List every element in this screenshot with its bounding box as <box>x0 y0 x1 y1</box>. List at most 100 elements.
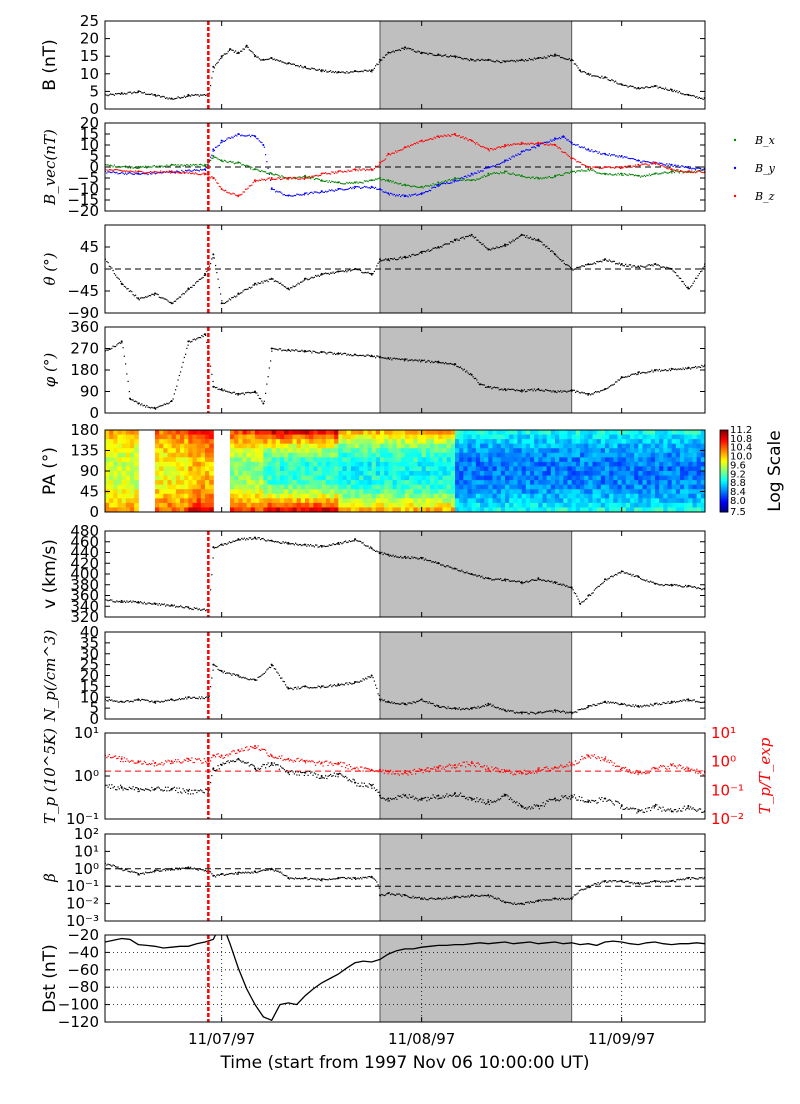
pa-cell <box>368 435 373 440</box>
data-point <box>421 360 422 361</box>
data-point <box>546 57 547 58</box>
data-point <box>478 179 479 180</box>
data-point <box>556 138 557 139</box>
pa-cell <box>368 494 373 499</box>
data-point <box>134 167 135 168</box>
data-point <box>326 173 327 174</box>
data-point <box>281 350 282 351</box>
data-point <box>130 92 131 93</box>
pa-cell <box>155 448 160 453</box>
data-point <box>138 92 139 93</box>
data-point <box>523 390 524 391</box>
data-point <box>381 189 382 190</box>
data-point <box>481 146 482 147</box>
pa-cell <box>234 503 239 508</box>
data-point <box>415 359 416 360</box>
data-point <box>226 192 227 193</box>
data-point <box>569 58 570 59</box>
data-point <box>341 183 342 184</box>
pa-cell <box>309 489 314 494</box>
data-point <box>454 181 455 182</box>
pa-cell <box>105 503 110 508</box>
data-point <box>263 403 264 404</box>
data-point <box>568 265 569 266</box>
pa-cell <box>384 457 389 462</box>
data-point <box>303 280 304 281</box>
data-point <box>640 165 641 166</box>
y-tick-label: 25 <box>80 12 99 30</box>
pa-cell <box>209 494 214 499</box>
data-point <box>479 384 480 385</box>
data-point <box>450 136 451 137</box>
data-point <box>296 65 297 66</box>
pa-cell <box>209 444 214 449</box>
pa-cell <box>326 471 331 476</box>
data-point <box>676 166 677 167</box>
data-point <box>349 269 350 270</box>
data-point <box>276 349 277 350</box>
data-point <box>368 354 369 355</box>
data-point <box>525 177 526 178</box>
pa-cell <box>513 430 518 435</box>
data-point <box>463 59 464 60</box>
data-point <box>271 179 272 180</box>
pa-cell <box>376 476 381 481</box>
data-point <box>241 134 242 135</box>
pa-cell <box>176 476 181 481</box>
data-point <box>216 157 217 158</box>
pa-cell <box>118 439 123 444</box>
pa-cell <box>255 494 260 499</box>
data-point <box>298 177 299 178</box>
pa-cell <box>305 430 310 435</box>
data-point <box>353 71 354 72</box>
data-point <box>680 170 681 171</box>
data-point <box>426 140 427 141</box>
data-point <box>174 301 175 302</box>
pa-cell <box>380 480 385 485</box>
pa-cell <box>343 480 348 485</box>
data-point <box>229 137 230 138</box>
data-point <box>244 289 245 290</box>
data-point <box>404 257 405 258</box>
data-point <box>185 354 186 355</box>
pa-cell <box>384 503 389 508</box>
data-point <box>236 393 237 394</box>
pa-cell <box>459 471 464 476</box>
data-point <box>521 142 523 144</box>
data-point <box>573 270 574 271</box>
pa-cell <box>409 471 414 476</box>
data-point <box>254 392 255 393</box>
pa-cell <box>113 453 118 458</box>
data-point <box>220 389 221 390</box>
data-point <box>210 366 211 367</box>
data-point <box>448 180 449 181</box>
data-point <box>440 246 441 247</box>
data-point <box>303 351 304 352</box>
data-point <box>653 371 654 372</box>
data-point <box>464 176 465 177</box>
data-point <box>370 180 371 181</box>
data-point <box>186 96 187 97</box>
data-point <box>403 257 404 258</box>
pa-cell <box>251 503 256 508</box>
pa-cell <box>368 503 373 508</box>
data-point <box>629 376 630 377</box>
pa-cell <box>468 503 473 508</box>
data-point <box>366 169 367 170</box>
data-point <box>487 173 489 175</box>
data-point <box>639 267 640 268</box>
data-point <box>163 166 164 167</box>
data-point <box>409 146 410 147</box>
data-point <box>634 265 635 266</box>
pa-cell <box>451 498 456 503</box>
pa-cell <box>534 503 539 508</box>
data-point <box>385 258 386 259</box>
data-point <box>428 54 429 55</box>
pa-cell <box>109 462 114 467</box>
data-point <box>631 158 632 159</box>
pa-cell <box>438 476 443 481</box>
y-axis-label: θ (°) <box>41 252 59 285</box>
data-point <box>526 391 527 392</box>
data-point <box>375 166 376 167</box>
